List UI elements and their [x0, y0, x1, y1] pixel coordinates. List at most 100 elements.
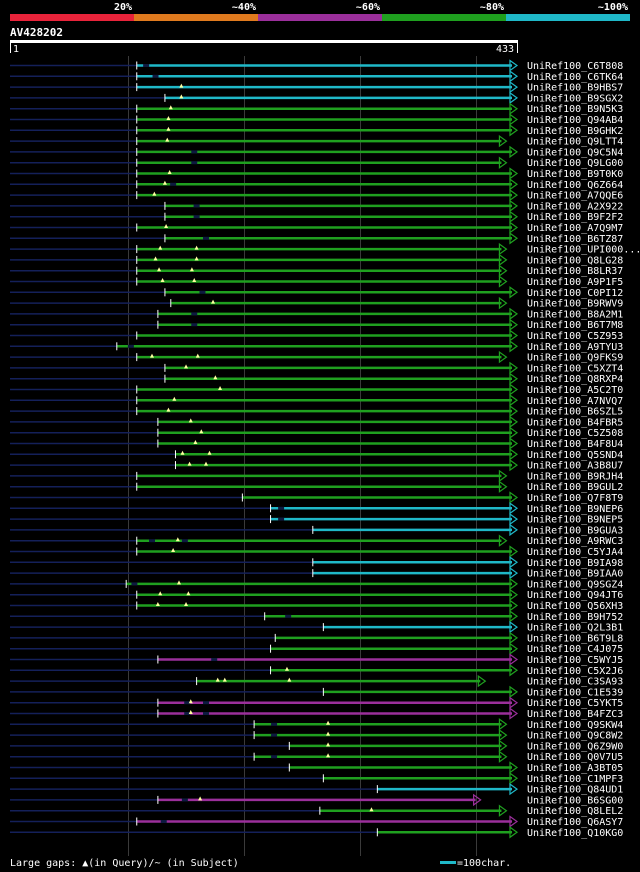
hit-label[interactable]: UniRef100_Q9SKW4: [527, 720, 623, 731]
hit-label[interactable]: UniRef100_B4FZC3: [527, 709, 623, 720]
hit-row[interactable]: UniRef100_UPI000...: [10, 242, 640, 256]
hit-row[interactable]: UniRef100_B9IA98: [10, 556, 623, 569]
hit-label[interactable]: UniRef100_Q94AB4: [527, 115, 623, 126]
hit-row[interactable]: UniRef100_Q6ASY7: [10, 815, 623, 829]
hit-label[interactable]: UniRef100_Q9SGZ4: [527, 579, 623, 590]
hit-label[interactable]: UniRef100_B6T7M8: [527, 320, 623, 331]
hit-label[interactable]: UniRef100_B9NEP6: [527, 504, 623, 515]
hit-row[interactable]: UniRef100_B4FBR5: [10, 415, 623, 429]
hit-label[interactable]: UniRef100_Q56XH3: [527, 601, 623, 612]
hit-label[interactable]: UniRef100_Q8LG28: [527, 255, 623, 266]
hit-row[interactable]: UniRef100_B6T7M8: [10, 318, 623, 332]
hit-label[interactable]: UniRef100_B9N5K3: [527, 104, 623, 115]
hit-row[interactable]: UniRef100_A3B8U7: [10, 458, 623, 472]
hit-row[interactable]: UniRef100_C5YJA4: [10, 545, 623, 559]
hit-label[interactable]: UniRef100_Q9C8W2: [527, 731, 623, 742]
hit-row[interactable]: UniRef100_B9GUL2: [10, 480, 623, 494]
hit-label[interactable]: UniRef100_A3BT05: [527, 763, 623, 774]
hit-label[interactable]: UniRef100_B9IAA0: [527, 569, 623, 580]
hit-row[interactable]: UniRef100_B9HBS7: [10, 80, 623, 94]
hit-label[interactable]: UniRef100_B9GHK2: [527, 126, 623, 137]
hit-row[interactable]: UniRef100_Q6Z664: [10, 178, 623, 191]
hit-label[interactable]: UniRef100_A3B8U7: [527, 461, 623, 472]
hit-label[interactable]: UniRef100_B6TZ87: [527, 234, 623, 245]
hit-label[interactable]: UniRef100_B9GUL2: [527, 482, 623, 493]
hit-label[interactable]: UniRef100_B9RWV9: [527, 299, 623, 310]
hit-label[interactable]: UniRef100_C5WYJ5: [527, 655, 623, 666]
hit-label[interactable]: UniRef100_A7NVQ7: [527, 396, 623, 407]
hit-row[interactable]: UniRef100_C1E539: [10, 685, 623, 699]
hit-label[interactable]: UniRef100_A7Q9M7: [527, 223, 623, 234]
hit-row[interactable]: UniRef100_Q94JT6: [10, 588, 623, 602]
hit-label[interactable]: UniRef100_B9HBS7: [527, 83, 623, 94]
hit-row[interactable]: UniRef100_B6TZ87: [10, 232, 623, 245]
hit-label[interactable]: UniRef100_C1MPF3: [527, 774, 623, 785]
hit-row[interactable]: UniRef100_Q10KG0: [10, 826, 623, 839]
hit-label[interactable]: UniRef100_A7QQE6: [527, 191, 623, 202]
hit-label[interactable]: UniRef100_C0PI12: [527, 288, 623, 299]
hit-label[interactable]: UniRef100_B9GUA3: [527, 525, 623, 536]
hit-row[interactable]: UniRef100_A7QQE6: [10, 188, 623, 202]
hit-row[interactable]: UniRef100_Q6Z9W0: [10, 739, 623, 753]
hit-label[interactable]: UniRef100_A9TYU3: [527, 342, 623, 353]
hit-label[interactable]: UniRef100_C5YKT5: [527, 698, 623, 709]
hit-label[interactable]: UniRef100_Q84UD1: [527, 785, 623, 796]
hit-label[interactable]: UniRef100_Q94JT6: [527, 590, 623, 601]
hit-label[interactable]: UniRef100_B4FBR5: [527, 417, 623, 428]
hit-row[interactable]: UniRef100_Q56XH3: [10, 599, 623, 613]
hit-label[interactable]: UniRef100_B9SGX2: [527, 93, 623, 104]
hit-label[interactable]: UniRef100_Q9FKS9: [527, 353, 623, 364]
hit-row[interactable]: UniRef100_A3BT05: [10, 761, 623, 775]
hit-label[interactable]: UniRef100_B9F2F2: [527, 212, 623, 223]
hit-label[interactable]: UniRef100_C6TK64: [527, 72, 623, 83]
hit-label[interactable]: UniRef100_A5C2T0: [527, 385, 623, 396]
hit-label[interactable]: UniRef100_C5XZT4: [527, 363, 623, 374]
hit-label[interactable]: UniRef100_Q9LTT4: [527, 137, 623, 148]
hit-label[interactable]: UniRef100_Q2L3B1: [527, 623, 623, 634]
hit-row[interactable]: UniRef100_C5YKT5: [10, 696, 623, 710]
hit-label[interactable]: UniRef100_B9IA98: [527, 558, 623, 569]
hit-row[interactable]: UniRef100_Q0V7U5: [10, 750, 623, 764]
hit-label[interactable]: UniRef100_A9P1F5: [527, 277, 623, 288]
hit-row[interactable]: UniRef100_B4F8U4: [10, 437, 623, 451]
hit-row[interactable]: UniRef100_B9T0K0: [10, 167, 623, 181]
hit-row[interactable]: UniRef100_Q9SGZ4: [10, 577, 623, 591]
hit-label[interactable]: UniRef100_B8LR37: [527, 266, 623, 277]
hit-row[interactable]: UniRef100_B9GHK2: [10, 124, 623, 137]
hit-label[interactable]: UniRef100_Q9LG00: [527, 158, 623, 169]
hit-row[interactable]: UniRef100_B9RJH4: [10, 469, 623, 483]
hit-row[interactable]: UniRef100_A9RWC3: [10, 534, 623, 548]
hit-label[interactable]: UniRef100_UPI000...: [527, 245, 640, 256]
hit-row[interactable]: UniRef100_Q9LTT4: [10, 134, 623, 148]
hit-label[interactable]: UniRef100_Q6Z664: [527, 180, 623, 191]
hit-label[interactable]: UniRef100_C5Z953: [527, 331, 623, 342]
hit-label[interactable]: UniRef100_B6SG00: [527, 795, 623, 806]
hit-row[interactable]: UniRef100_C0PI12: [10, 286, 623, 299]
hit-label[interactable]: UniRef100_C4J075: [527, 644, 623, 655]
hit-row[interactable]: UniRef100_C5XZT4: [10, 361, 623, 375]
hit-row[interactable]: UniRef100_B9NEP6: [10, 502, 623, 515]
hit-label[interactable]: UniRef100_B6T9L8: [527, 633, 623, 644]
hit-row[interactable]: UniRef100_B9N5K3: [10, 102, 623, 116]
hit-label[interactable]: UniRef100_Q10KG0: [527, 828, 623, 839]
hit-row[interactable]: UniRef100_B9GUA3: [10, 523, 623, 537]
hit-row[interactable]: UniRef100_Q84UD1: [10, 782, 623, 796]
hit-label[interactable]: UniRef100_B6SZL5: [527, 407, 623, 418]
hit-label[interactable]: UniRef100_Q6ASY7: [527, 817, 623, 828]
hit-row[interactable]: UniRef100_C4J075: [10, 642, 623, 656]
hit-label[interactable]: UniRef100_C3SA93: [527, 677, 623, 688]
hit-label[interactable]: UniRef100_C5X2J6: [527, 666, 623, 677]
hit-label[interactable]: UniRef100_B9RJH4: [527, 471, 623, 482]
hit-row[interactable]: UniRef100_B8LR37: [10, 264, 623, 278]
hit-label[interactable]: UniRef100_C5Z508: [527, 428, 623, 439]
hit-row[interactable]: UniRef100_Q8RXP4: [10, 372, 623, 386]
hit-row[interactable]: UniRef100_C5WYJ5: [10, 653, 623, 667]
hit-label[interactable]: UniRef100_C5YJA4: [527, 547, 623, 558]
hit-row[interactable]: UniRef100_B9IAA0: [10, 566, 623, 580]
hit-row[interactable]: UniRef100_B6T9L8: [10, 631, 623, 645]
hit-label[interactable]: UniRef100_Q9C5N4: [527, 147, 623, 158]
hit-row[interactable]: UniRef100_Q7F8T9: [10, 491, 623, 505]
hit-label[interactable]: UniRef100_A9RWC3: [527, 536, 623, 547]
hit-row[interactable]: UniRef100_B6SZL5: [10, 404, 623, 418]
hit-label[interactable]: UniRef100_Q8RXP4: [527, 374, 623, 385]
